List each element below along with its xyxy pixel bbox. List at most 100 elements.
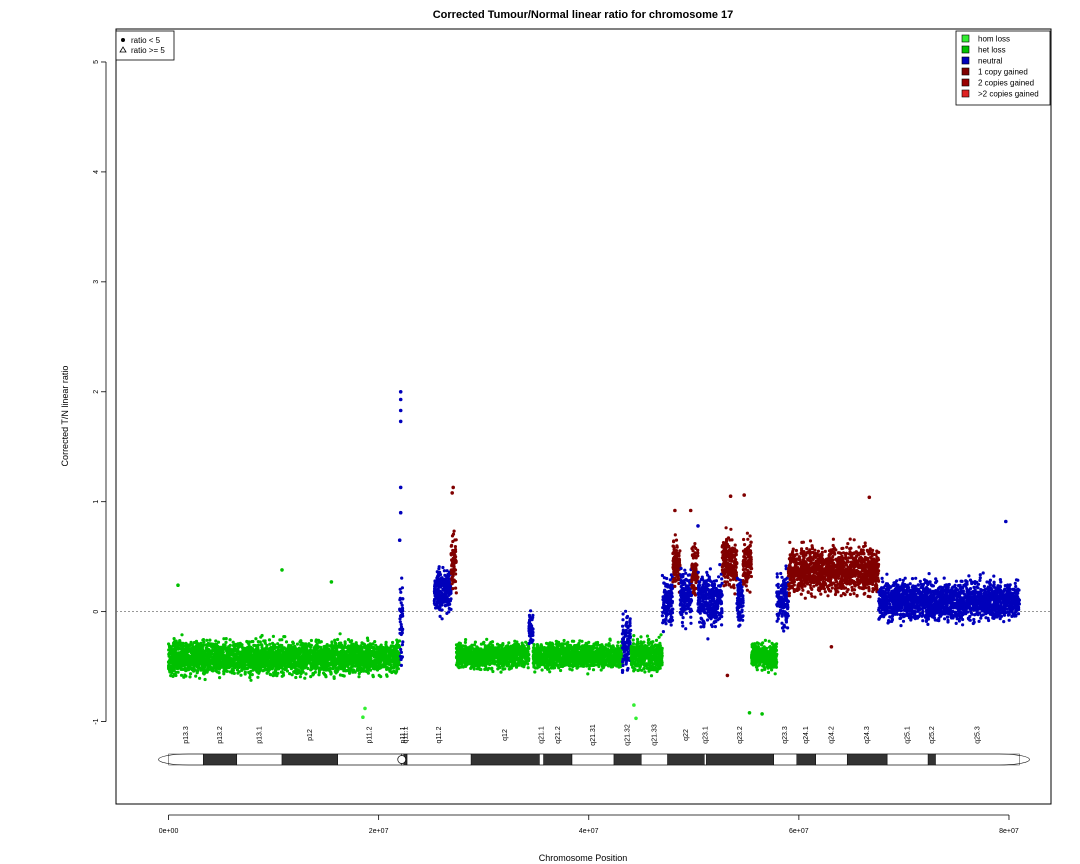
data-point [366, 638, 370, 643]
data-point [167, 665, 171, 670]
data-point [472, 667, 476, 671]
data-point [484, 648, 488, 652]
data-point [232, 671, 236, 676]
data-point [269, 656, 273, 660]
data-point [231, 643, 235, 648]
data-point [188, 675, 192, 679]
data-point [182, 675, 186, 679]
data-point [396, 662, 400, 666]
data-point [218, 676, 222, 680]
data-point [325, 663, 329, 667]
data-point [522, 665, 526, 669]
data-point [249, 678, 253, 682]
data-point [443, 573, 447, 577]
data-point [321, 659, 325, 663]
data-point [440, 603, 444, 607]
data-point [364, 669, 368, 673]
data-point [268, 672, 272, 677]
data-point [220, 661, 225, 665]
data-point [294, 675, 298, 680]
data-point [398, 627, 402, 632]
data-point [365, 636, 370, 640]
data-point [202, 665, 206, 670]
data-point [309, 650, 314, 654]
data-point [202, 669, 206, 674]
data-point [434, 582, 438, 586]
data-point [330, 645, 334, 649]
data-point [337, 665, 341, 669]
data-point [262, 668, 266, 672]
data-point [527, 613, 532, 617]
data-point [196, 652, 200, 656]
data-point [449, 607, 453, 612]
data-point [451, 587, 455, 591]
data-point [342, 674, 346, 678]
data-point [338, 632, 342, 636]
data-point [301, 642, 305, 646]
data-point [167, 652, 171, 656]
data-point [276, 642, 280, 646]
data-point [479, 654, 483, 658]
data-point [259, 643, 264, 647]
data-point [466, 652, 470, 656]
data-point [281, 667, 285, 671]
data-point [400, 603, 404, 607]
data-point [436, 601, 440, 605]
data-point [453, 560, 457, 564]
data-point [498, 661, 502, 666]
data-point [475, 645, 479, 649]
data-point [443, 591, 447, 595]
data-point [393, 656, 397, 660]
data-point [356, 648, 361, 652]
data-point [285, 669, 289, 673]
data-point [344, 669, 348, 673]
data-point [344, 662, 349, 666]
data-point [358, 653, 362, 657]
data-point [322, 668, 326, 672]
data-point [482, 653, 487, 658]
data-point [280, 638, 284, 642]
data-point [518, 646, 522, 650]
data-point [263, 650, 267, 654]
data-point [216, 640, 221, 644]
data-point [487, 647, 492, 651]
data-point [237, 670, 241, 674]
data-point [454, 586, 458, 590]
data-point [454, 572, 458, 576]
data-point [268, 642, 272, 646]
data-point [527, 659, 531, 663]
data-point [494, 648, 498, 652]
data-point [385, 673, 389, 677]
data-point [217, 665, 221, 669]
data-point [324, 675, 328, 679]
data-point [287, 648, 291, 652]
data-point [253, 659, 257, 663]
data-point [515, 651, 519, 656]
data-point [172, 649, 176, 654]
data-point [371, 665, 375, 669]
data-point [527, 627, 532, 631]
data-point [236, 665, 240, 670]
data-point [359, 644, 363, 648]
data-point [485, 637, 489, 642]
data-point [375, 668, 380, 672]
data-point [453, 579, 457, 584]
data-point [346, 638, 351, 642]
data-point [499, 670, 503, 674]
data-point [353, 656, 357, 661]
data-point [501, 643, 505, 647]
data-point [400, 607, 405, 611]
data-point [510, 663, 514, 667]
data-point [436, 588, 440, 593]
data-point [276, 655, 280, 659]
data-point [232, 663, 236, 667]
data-point [370, 660, 374, 664]
data-point [333, 669, 337, 674]
data-point [172, 637, 176, 641]
data-point [282, 662, 287, 666]
data-point [356, 667, 360, 671]
data-point [288, 672, 292, 676]
data-point [260, 633, 264, 638]
data-point [217, 659, 221, 663]
data-point [359, 669, 363, 674]
